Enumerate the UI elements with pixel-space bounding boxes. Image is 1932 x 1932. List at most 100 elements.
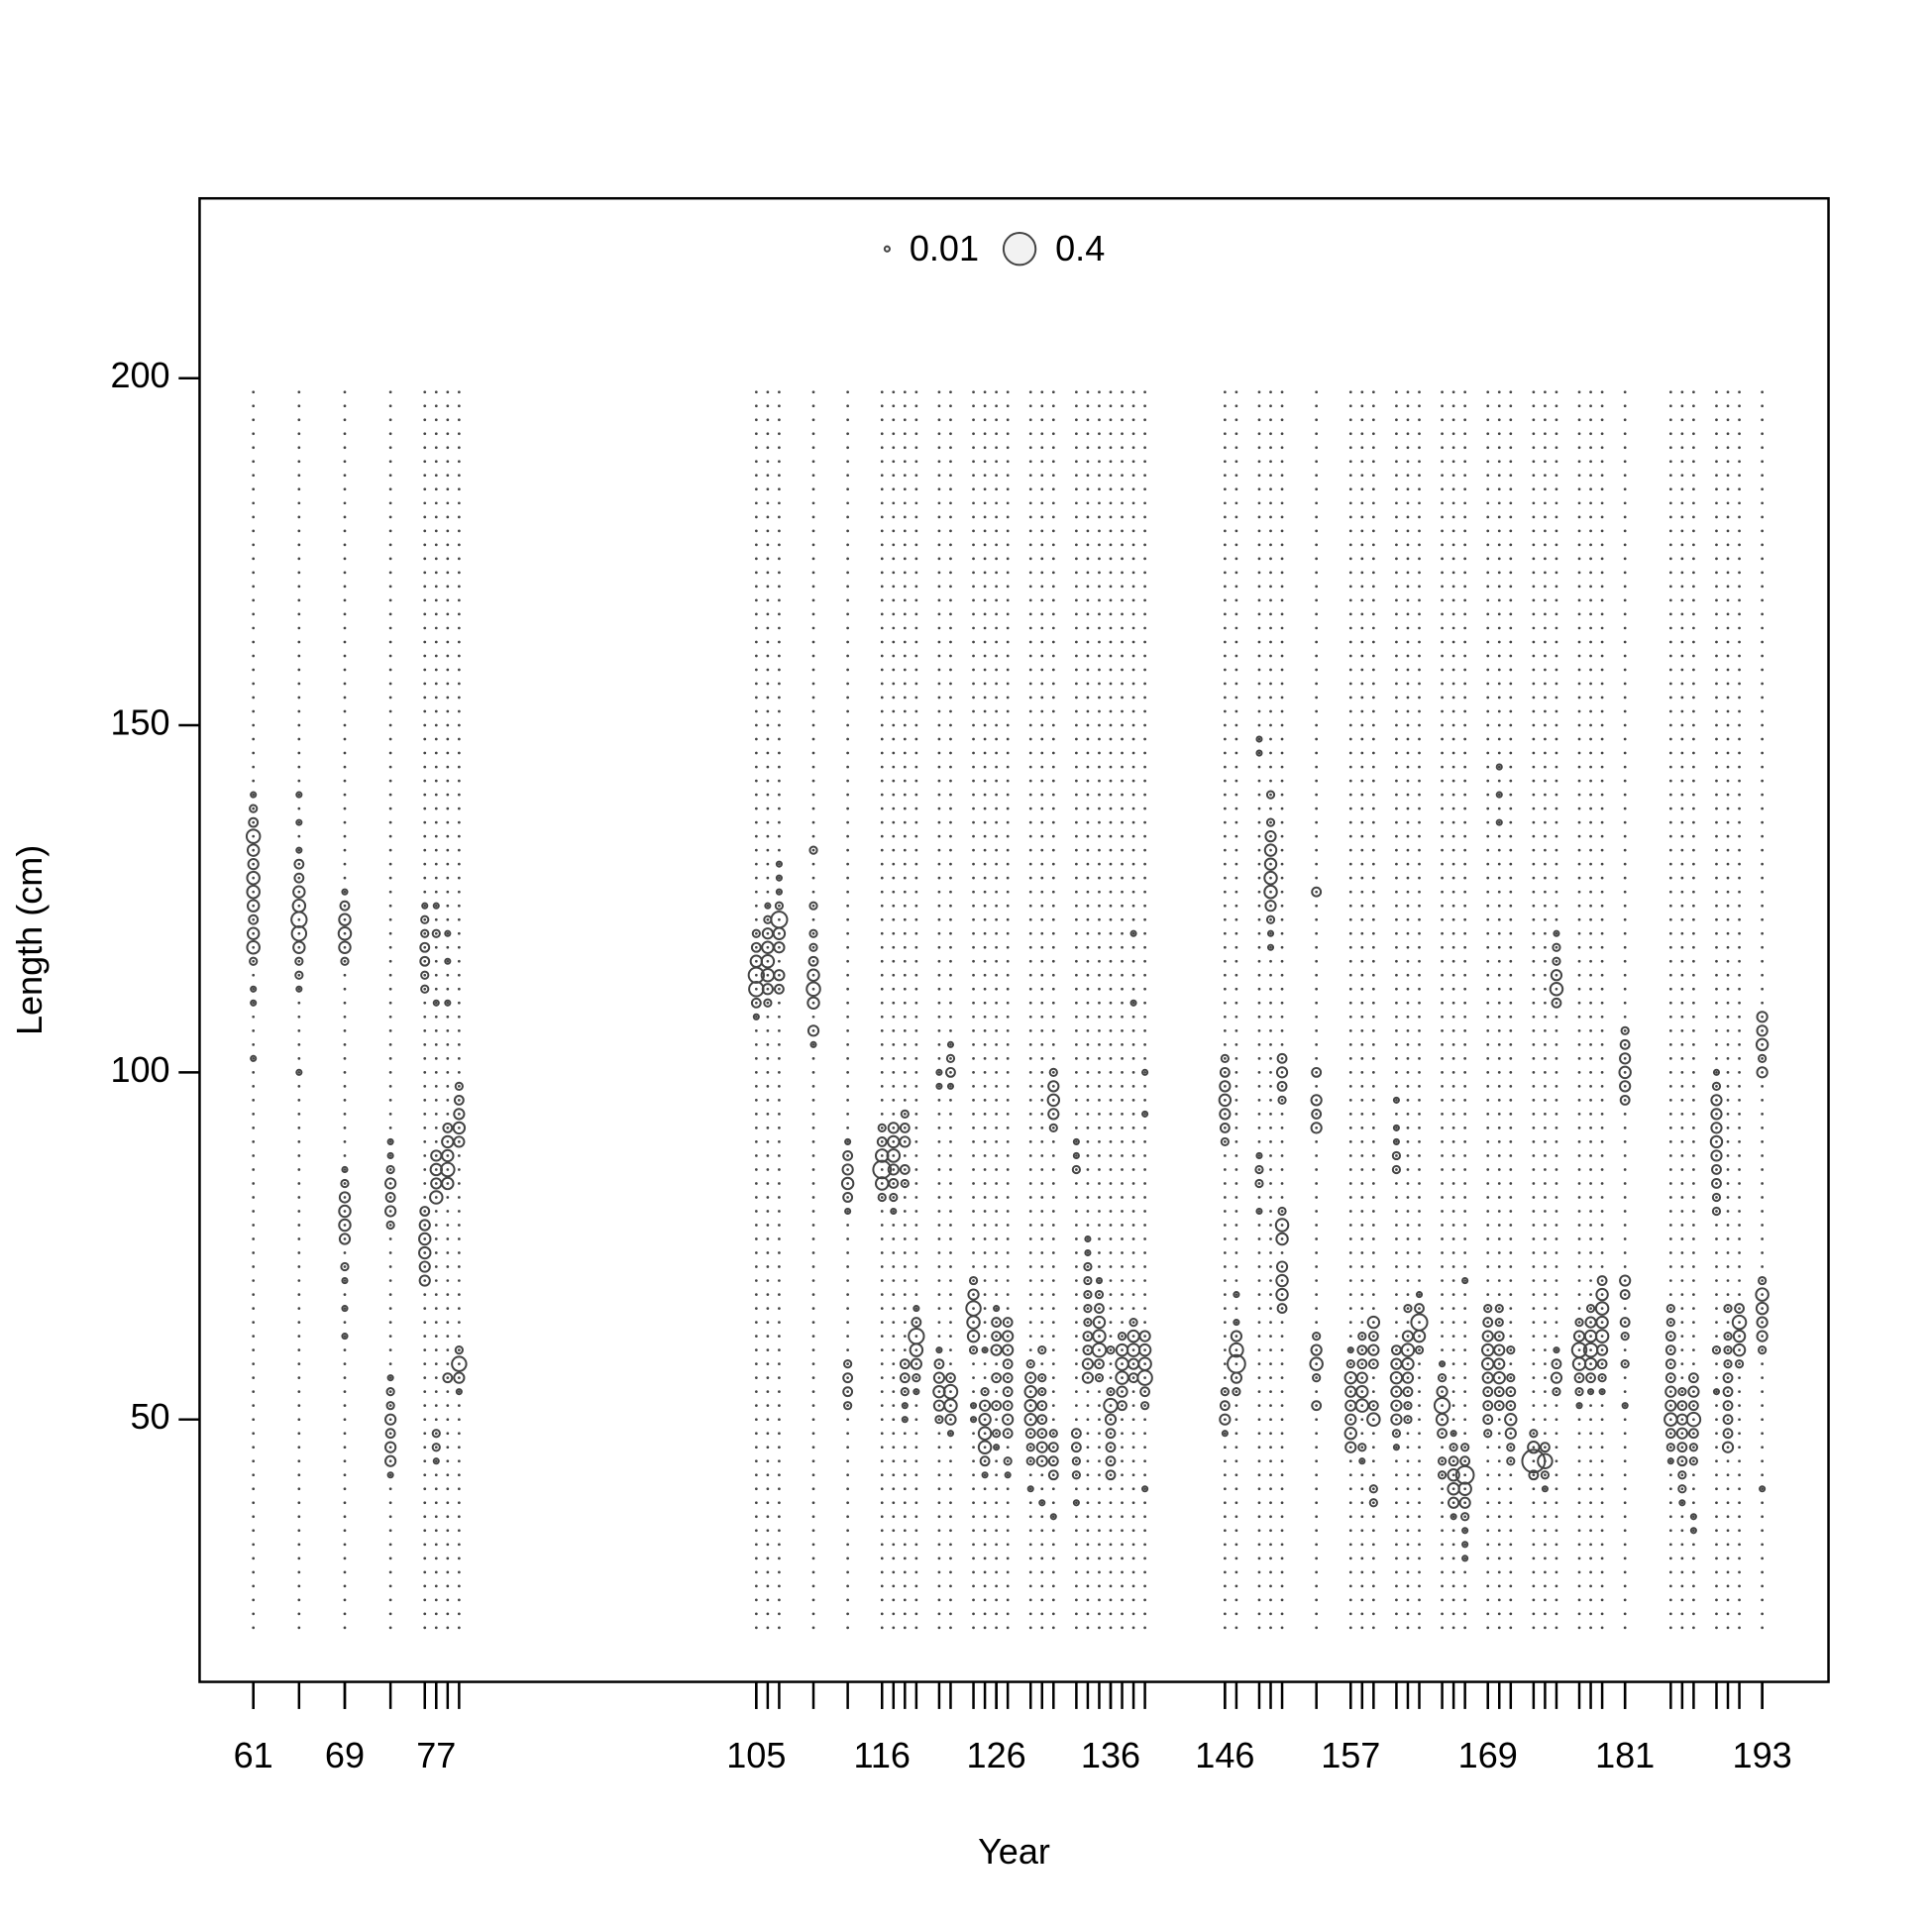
bin-dot: [1098, 765, 1101, 769]
bin-dot: [1441, 682, 1444, 686]
bin-dot: [446, 557, 450, 561]
bubble: [451, 1355, 468, 1372]
bin-dot: [1075, 945, 1078, 949]
bin-dot: [983, 1056, 987, 1060]
bin-dot: [1086, 1113, 1090, 1116]
bin-dot: [949, 1432, 952, 1436]
bin-dot: [1280, 640, 1284, 644]
bin-dot: [972, 1099, 975, 1102]
bin-dot: [778, 696, 781, 699]
bin-dot: [1360, 1404, 1364, 1408]
bubble: [1264, 900, 1277, 912]
bin-dot: [811, 612, 815, 616]
bin-dot: [434, 1376, 438, 1380]
bin-dot: [903, 585, 907, 589]
bin-dot: [1486, 460, 1490, 464]
bin-dot: [1280, 474, 1284, 478]
bin-dot: [388, 1473, 392, 1477]
bin-dot: [423, 640, 427, 644]
bin-dot: [914, 1113, 918, 1116]
bin-dot: [423, 1210, 427, 1213]
bin-dot: [1360, 1543, 1364, 1547]
bin-dot: [903, 1598, 907, 1602]
bin-dot: [1371, 1293, 1375, 1296]
bin-dot: [1348, 1390, 1352, 1394]
bubble: [1366, 1412, 1381, 1427]
bin-dot: [1360, 571, 1364, 575]
bin-dot: [446, 1556, 450, 1560]
bin-dot: [766, 1196, 770, 1199]
bin-dot: [343, 876, 347, 880]
bin-dot: [1497, 834, 1501, 838]
bin-dot: [446, 1404, 450, 1408]
bin-dot: [892, 1251, 896, 1254]
bin-dot: [1051, 959, 1055, 963]
bin-dot: [1086, 585, 1090, 589]
bin-dot: [343, 1196, 347, 1199]
bin-dot: [1406, 1070, 1410, 1074]
bin-dot: [1028, 1293, 1032, 1296]
bin-dot: [846, 973, 850, 977]
bin-dot: [1143, 640, 1146, 644]
bin-dot: [1348, 1626, 1352, 1630]
bin-dot: [1371, 904, 1375, 908]
bin-dot: [1280, 1404, 1284, 1408]
bin-dot: [778, 1224, 781, 1227]
bubble: [900, 1109, 910, 1120]
bin-dot: [1348, 834, 1352, 838]
bin-dot: [1451, 890, 1455, 894]
bubble: [248, 816, 260, 828]
bin-dot: [811, 529, 815, 533]
bin-dot: [1486, 1265, 1490, 1268]
bin-dot: [1441, 1598, 1444, 1602]
bin-dot: [1086, 626, 1090, 630]
bin-dot: [1234, 834, 1238, 838]
bin-dot: [983, 904, 987, 908]
bin-dot: [1463, 876, 1467, 880]
bin-dot: [1497, 1251, 1501, 1254]
bin-dot: [880, 1168, 884, 1171]
bin-dot: [1451, 1251, 1455, 1254]
bubble: [453, 1108, 466, 1121]
bin-dot: [880, 682, 884, 686]
bin-dot: [995, 515, 998, 519]
bin-dot: [423, 1362, 427, 1366]
bin-dot: [880, 696, 884, 699]
bin-dot: [1451, 390, 1455, 394]
bin-dot: [1006, 959, 1010, 963]
x-tick-label: 157: [1321, 1735, 1380, 1775]
bin-dot: [1395, 696, 1398, 699]
bin-dot: [343, 1056, 347, 1060]
bin-dot: [949, 1140, 952, 1143]
bin-dot: [778, 904, 781, 908]
bin-dot: [949, 654, 952, 658]
bin-dot: [1497, 1501, 1501, 1505]
bin-dot: [1098, 585, 1101, 589]
bin-dot: [1406, 1362, 1410, 1366]
bin-dot: [1006, 1570, 1010, 1574]
bin-dot: [1131, 515, 1135, 519]
y-tick-label: 50: [131, 1396, 170, 1437]
bin-dot: [1006, 1182, 1010, 1185]
bin-dot: [903, 779, 907, 783]
bin-dot: [1121, 1307, 1124, 1310]
bin-dot: [880, 848, 884, 852]
bin-dot: [754, 1265, 758, 1268]
bin-dot: [949, 1446, 952, 1449]
bin-dot: [446, 1335, 450, 1338]
bubble: [1447, 1468, 1460, 1482]
bin-dot: [297, 917, 301, 921]
bin-dot: [766, 1335, 770, 1338]
bin-dot: [914, 1556, 918, 1560]
bin-dot: [388, 806, 392, 810]
bubble: [1263, 843, 1278, 857]
bin-dot: [1395, 543, 1398, 547]
bin-dot: [388, 1515, 392, 1519]
bubble: [1414, 1345, 1425, 1355]
bin-dot: [1486, 543, 1490, 547]
bin-dot: [972, 571, 975, 575]
bin-dot: [1075, 890, 1078, 894]
bin-dot: [903, 1015, 907, 1019]
bin-dot: [1257, 1293, 1261, 1296]
bin-dot: [1075, 973, 1078, 977]
